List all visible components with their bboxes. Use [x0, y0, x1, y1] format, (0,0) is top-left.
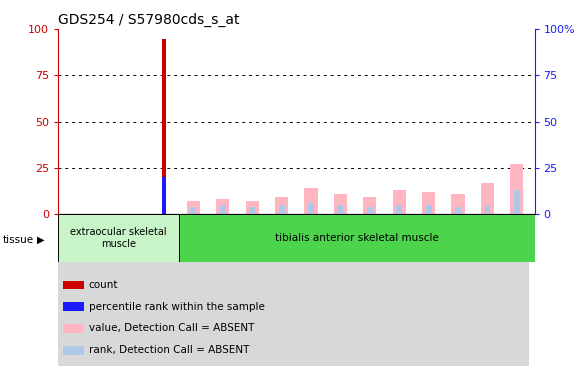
Text: ▶: ▶	[37, 235, 44, 245]
Bar	[308, 203, 314, 214]
Bar	[179, 214, 535, 262]
Bar	[58, 214, 179, 262]
Bar	[481, 183, 494, 214]
Bar	[334, 194, 347, 214]
Bar	[187, 201, 200, 214]
Text: GDS254 / S57980cds_s_at: GDS254 / S57980cds_s_at	[58, 13, 239, 27]
Bar	[451, 194, 465, 214]
Bar	[191, 207, 196, 214]
Bar	[426, 205, 432, 214]
Bar	[279, 205, 285, 214]
Bar	[63, 324, 84, 333]
Text: rank, Detection Call = ABSENT: rank, Detection Call = ABSENT	[88, 345, 249, 355]
Bar	[216, 199, 229, 214]
Bar	[510, 164, 523, 214]
Bar	[304, 188, 318, 214]
Bar	[63, 302, 84, 311]
Text: extraocular skeletal
muscle: extraocular skeletal muscle	[70, 227, 167, 249]
Bar	[63, 280, 84, 290]
Bar	[422, 192, 435, 214]
Bar	[367, 207, 373, 214]
Text: percentile rank within the sample: percentile rank within the sample	[88, 302, 264, 312]
Bar	[249, 207, 255, 214]
Bar	[162, 38, 166, 214]
Bar	[220, 205, 226, 214]
Bar	[514, 190, 520, 214]
Bar	[363, 198, 376, 214]
Text: count: count	[88, 280, 118, 290]
Text: value, Detection Call = ABSENT: value, Detection Call = ABSENT	[88, 324, 254, 333]
Bar	[396, 205, 402, 214]
Bar	[162, 177, 166, 214]
Bar	[485, 205, 490, 214]
Bar	[246, 201, 259, 214]
Bar	[338, 205, 343, 214]
Text: tissue: tissue	[3, 235, 34, 245]
Bar	[393, 190, 406, 214]
FancyBboxPatch shape	[58, 214, 529, 366]
Bar	[63, 346, 84, 355]
Bar	[455, 207, 461, 214]
Bar	[275, 198, 288, 214]
Text: tibialis anterior skeletal muscle: tibialis anterior skeletal muscle	[275, 233, 439, 243]
